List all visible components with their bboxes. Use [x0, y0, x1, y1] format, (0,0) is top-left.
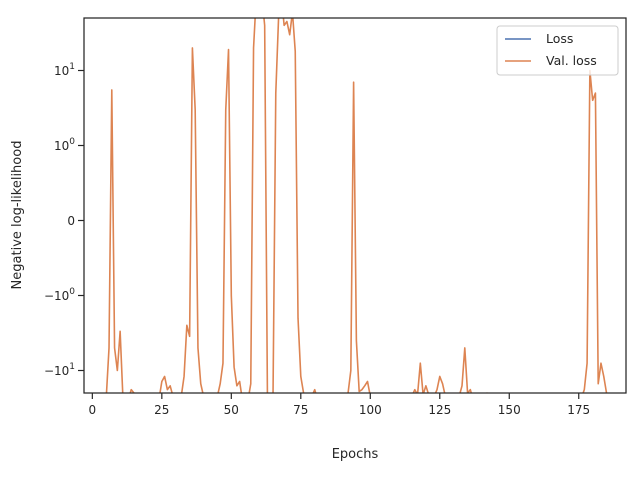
legend-label-loss: Loss — [546, 31, 573, 46]
y-tick-label: 0 — [67, 214, 75, 228]
y-tick-label: −100 — [44, 287, 75, 303]
y-tick-label: 101 — [54, 62, 75, 78]
series-layer — [105, 18, 608, 393]
plot-frame — [83, 17, 627, 394]
y-axis-label: Negative log-likelihood — [10, 141, 25, 290]
x-axis-ticks: 0 25 50 75 100 125 150 175 — [89, 393, 590, 417]
legend: Loss Val. loss — [496, 25, 619, 76]
x-axis-label: Epochs — [332, 447, 379, 462]
x-tick-label: 175 — [567, 403, 590, 417]
y-tick-label: 102 — [54, 0, 75, 3]
y-axis-ticks: 102 101 100 0 −100 −101 — [44, 0, 84, 378]
x-tick-label: 75 — [293, 403, 308, 417]
y-tick-label: 100 — [54, 137, 75, 153]
x-tick-label: 125 — [428, 403, 451, 417]
series-line-val-loss — [105, 18, 608, 393]
x-tick-label: 100 — [359, 403, 382, 417]
y-tick-label: −101 — [44, 362, 75, 378]
x-tick-label: 150 — [498, 403, 521, 417]
x-tick-label: 25 — [154, 403, 169, 417]
x-tick-label: 0 — [89, 403, 97, 417]
legend-label-val-loss: Val. loss — [546, 53, 597, 68]
x-tick-label: 50 — [224, 403, 239, 417]
